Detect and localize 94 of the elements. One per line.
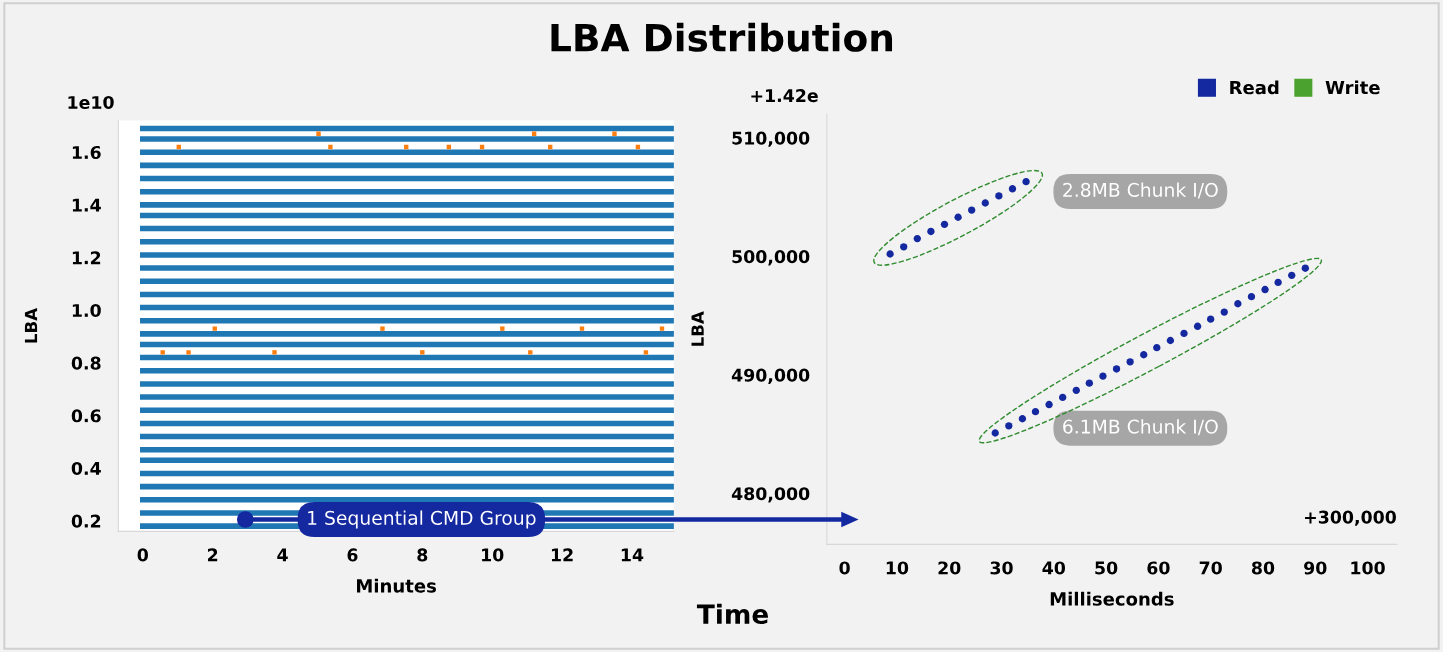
point bbox=[1140, 351, 1148, 359]
text: Time bbox=[696, 603, 768, 625]
point bbox=[1288, 271, 1296, 279]
point bbox=[186, 350, 191, 355]
point bbox=[659, 326, 665, 331]
point bbox=[1112, 365, 1121, 373]
point bbox=[528, 350, 533, 355]
point bbox=[886, 250, 894, 258]
point bbox=[328, 144, 333, 150]
point bbox=[1193, 322, 1202, 330]
y-tick-label: 1.6 bbox=[72, 145, 101, 160]
point bbox=[1166, 336, 1175, 345]
point bbox=[212, 326, 217, 331]
y-tick-label: 0.4 bbox=[71, 461, 101, 476]
point bbox=[913, 234, 921, 243]
x-tick-label: 80 bbox=[1251, 561, 1275, 575]
point bbox=[900, 243, 908, 251]
x-tick-label: 100 bbox=[1351, 561, 1385, 575]
point bbox=[968, 206, 976, 214]
x-tick-label: 90 bbox=[1304, 561, 1327, 575]
point bbox=[1059, 393, 1067, 402]
x-tick-label: 2 bbox=[208, 548, 218, 562]
y-tick-label: 0.8 bbox=[71, 356, 101, 370]
x-tick-label: 60 bbox=[1147, 561, 1170, 575]
point bbox=[1085, 379, 1094, 387]
point bbox=[1153, 343, 1161, 352]
point bbox=[1008, 185, 1017, 193]
point bbox=[1206, 315, 1215, 323]
point bbox=[1031, 407, 1040, 416]
point bbox=[1126, 358, 1134, 366]
point bbox=[981, 199, 989, 207]
x-axis-title: Milliseconds bbox=[1050, 591, 1174, 606]
point bbox=[954, 213, 962, 221]
x-tick-label: 50 bbox=[1095, 561, 1118, 575]
y-tick-label: 0.6 bbox=[71, 409, 101, 423]
point bbox=[991, 429, 999, 437]
y-tick-label: 1.0 bbox=[72, 303, 101, 318]
point bbox=[1099, 372, 1107, 380]
x-tick-label: 20 bbox=[938, 561, 961, 575]
point bbox=[500, 326, 505, 331]
annotation: +300,000 bbox=[1305, 510, 1396, 526]
point bbox=[1072, 386, 1080, 394]
y-tick-label: 0.2 bbox=[71, 514, 101, 528]
point bbox=[1045, 400, 1053, 409]
point bbox=[1234, 300, 1242, 308]
x-tick-label: 12 bbox=[551, 548, 573, 562]
point bbox=[316, 131, 321, 136]
point bbox=[1261, 285, 1269, 294]
annotation: 6.1MB Chunk I/O bbox=[1063, 419, 1218, 436]
y-tick-label: 510,000 bbox=[732, 131, 810, 147]
x-tick-label: 0 bbox=[137, 548, 148, 562]
x-tick-label: 6 bbox=[347, 548, 358, 562]
x-tick-label: 14 bbox=[621, 548, 644, 562]
y-tick-label: 490,000 bbox=[731, 368, 810, 384]
annotation: 2.8MB Chunk I/O bbox=[1063, 182, 1218, 199]
x-tick-label: 10 bbox=[482, 548, 504, 562]
text: 1e10 bbox=[68, 95, 114, 110]
point bbox=[1301, 264, 1309, 272]
chart-title: LBA Distribution bbox=[551, 22, 893, 52]
point bbox=[612, 131, 617, 136]
y-axis-title: LBA bbox=[691, 311, 704, 346]
point bbox=[1247, 292, 1256, 301]
x-tick-label: 4 bbox=[277, 548, 288, 562]
x-tick-label: 30 bbox=[990, 561, 1013, 575]
legend-label: Write bbox=[1325, 80, 1380, 95]
y-tick-label: 500,000 bbox=[732, 250, 810, 266]
legend-label: Read bbox=[1230, 80, 1279, 95]
text: +1.42e bbox=[751, 89, 818, 103]
y-tick-label: 1.2 bbox=[72, 251, 101, 265]
y-tick-label: 480,000 bbox=[731, 487, 810, 503]
point bbox=[579, 326, 585, 331]
point bbox=[420, 350, 425, 355]
point bbox=[1005, 422, 1013, 430]
y-axis-title: LBA bbox=[24, 307, 38, 343]
point bbox=[1018, 415, 1027, 423]
point bbox=[643, 350, 649, 355]
point bbox=[1180, 329, 1188, 338]
point bbox=[1274, 278, 1282, 287]
x-tick-label: 0 bbox=[839, 561, 850, 575]
point bbox=[380, 326, 385, 331]
annotation: 1 Sequential CMD Group bbox=[308, 510, 536, 529]
x-axis-title: Minutes bbox=[357, 578, 436, 593]
point bbox=[995, 192, 1003, 200]
point bbox=[927, 227, 935, 236]
point bbox=[1022, 178, 1030, 186]
y-tick-label: 1.4 bbox=[72, 198, 101, 212]
point bbox=[1220, 308, 1228, 316]
point bbox=[940, 220, 949, 229]
point bbox=[272, 350, 277, 355]
x-tick-label: 70 bbox=[1199, 561, 1222, 575]
point bbox=[160, 350, 165, 355]
x-tick-label: 10 bbox=[886, 561, 909, 575]
x-tick-label: 40 bbox=[1042, 561, 1066, 575]
x-tick-label: 8 bbox=[417, 548, 428, 562]
